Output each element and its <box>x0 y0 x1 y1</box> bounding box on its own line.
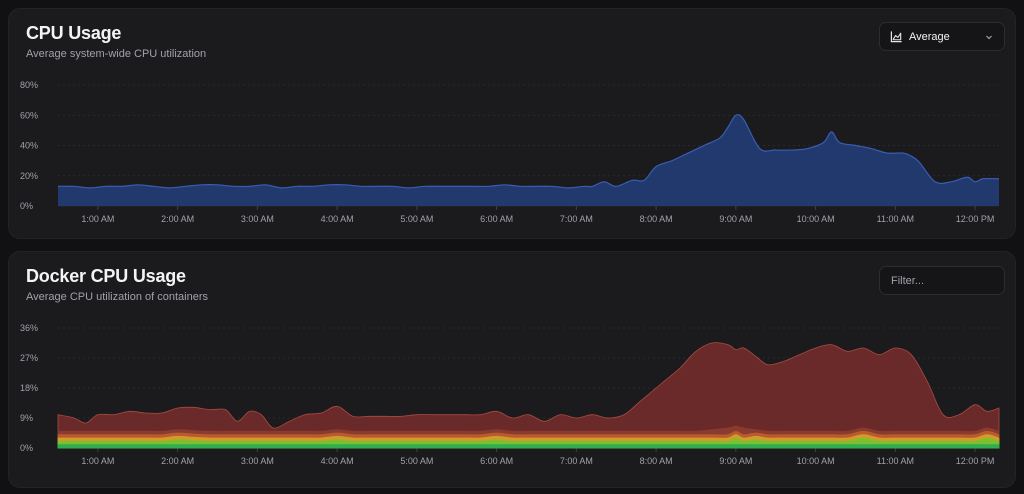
docker-cpu-usage-chart: 0% 9% 18% 27% 36% 1:00 AM 2:00 AM 3:00 AM 4:00 A… <box>20 323 1000 466</box>
docker-x-tick-label: 8:00 AM <box>640 456 673 466</box>
docker-series-area-0 <box>57 444 1000 449</box>
docker-cpu-usage-card: Docker CPU Usage Average CPU utilization… <box>8 251 1016 488</box>
docker-y-tick-label: 18% <box>20 383 38 393</box>
docker-x-tick-label: 1:00 AM <box>81 456 114 466</box>
docker-cpu-usage-title: Docker CPU Usage <box>26 266 186 286</box>
docker-y-tick-label: 0% <box>20 443 33 453</box>
cpu-y-tick-label: 0% <box>20 201 33 211</box>
docker-cpu-usage-subtitle: Average CPU utilization of containers <box>26 291 209 303</box>
cpu-usage-line <box>57 114 1000 189</box>
docker-series-area-5 <box>57 342 1000 449</box>
docker-x-tick-label: 2:00 AM <box>161 456 194 466</box>
area-chart-icon <box>890 31 902 43</box>
cpu-x-tick-label: 7:00 AM <box>560 214 593 224</box>
docker-x-tick-label: 10:00 AM <box>797 456 835 466</box>
cpu-y-tick-label: 20% <box>20 171 38 181</box>
cpu-x-tick-label: 2:00 AM <box>161 214 194 224</box>
cpu-x-tick-label: 4:00 AM <box>321 214 354 224</box>
cpu-x-tick-label: 5:00 AM <box>400 214 433 224</box>
cpu-usage-title: CPU Usage <box>26 23 122 43</box>
docker-y-tick-label: 9% <box>20 413 33 423</box>
docker-x-tick-label: 11:00 AM <box>877 456 914 466</box>
docker-x-tick-label: 7:00 AM <box>560 456 593 466</box>
cpu-usage-card: CPU Usage Average system-wide CPU utiliz… <box>8 8 1016 239</box>
chevron-down-icon <box>986 35 992 39</box>
container-filter-input[interactable] <box>879 266 1005 295</box>
docker-y-tick-label: 36% <box>20 323 38 333</box>
cpu-x-tick-label: 8:00 AM <box>640 214 673 224</box>
cpu-usage-chart: 0% 20% 40% 60% 80% 1:00 AM 2:00 AM 3:00 AM 4:00 … <box>20 80 1000 224</box>
cpu-usage-subtitle: Average system-wide CPU utilization <box>26 48 207 60</box>
aggregation-select[interactable]: Average <box>879 22 1005 51</box>
cpu-x-tick-label: 3:00 AM <box>241 214 274 224</box>
docker-x-tick-label: 4:00 AM <box>321 456 354 466</box>
docker-x-tick-label: 5:00 AM <box>400 456 433 466</box>
cpu-x-tick-label: 12:00 PM <box>956 214 995 224</box>
docker-x-tick-label: 3:00 AM <box>241 456 274 466</box>
cpu-x-tick-label: 10:00 AM <box>797 214 835 224</box>
cpu-x-tick-label: 9:00 AM <box>719 214 752 224</box>
cpu-usage-area <box>58 114 999 206</box>
docker-x-tick-label: 6:00 AM <box>480 456 513 466</box>
cpu-y-tick-label: 60% <box>20 110 38 120</box>
cpu-x-tick-label: 11:00 AM <box>877 214 914 224</box>
docker-x-tick-label: 9:00 AM <box>719 456 752 466</box>
docker-y-tick-label: 27% <box>20 353 38 363</box>
cpu-y-tick-label: 40% <box>20 141 38 151</box>
cpu-y-tick-label: 80% <box>20 80 38 90</box>
cpu-x-tick-label: 1:00 AM <box>81 214 114 224</box>
cpu-x-tick-label: 6:00 AM <box>480 214 513 224</box>
docker-x-tick-label: 12:00 PM <box>956 456 995 466</box>
aggregation-select-value: Average <box>909 30 950 43</box>
